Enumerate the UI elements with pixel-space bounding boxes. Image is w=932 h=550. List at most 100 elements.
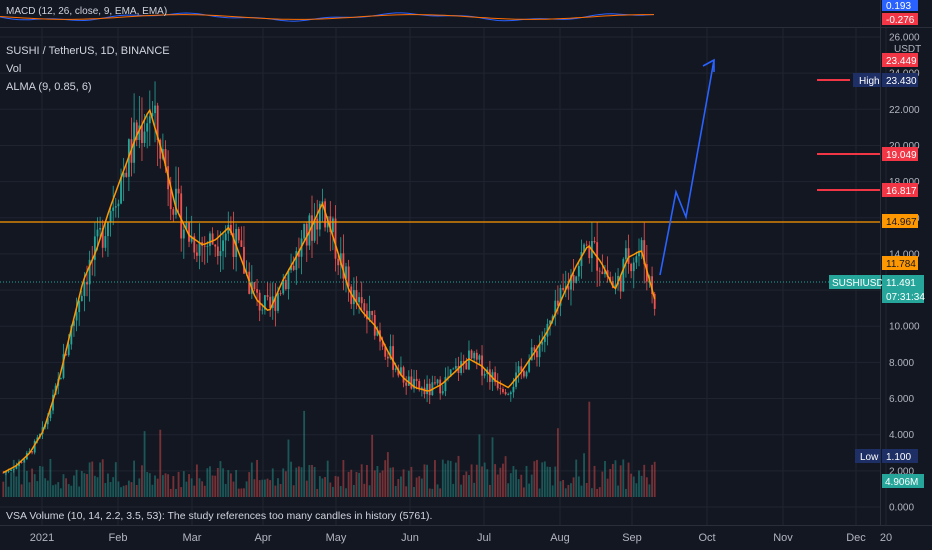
- candle-body: [468, 350, 470, 370]
- volume-bar: [517, 479, 520, 497]
- volume-bar: [564, 488, 567, 497]
- candle-body: [413, 378, 415, 389]
- time-tick-label: Apr: [254, 532, 271, 544]
- volume-bar: [133, 460, 136, 497]
- candle-body: [159, 139, 162, 159]
- candle-body: [441, 391, 444, 394]
- volume-bar: [509, 473, 512, 497]
- volume-bar: [20, 484, 23, 497]
- volume-bar: [494, 464, 497, 497]
- candle-body: [62, 354, 65, 378]
- volume-bar: [232, 481, 235, 497]
- candle-body: [473, 352, 476, 359]
- volume-bar: [452, 483, 455, 497]
- volume-bar: [525, 465, 528, 497]
- volume-bar: [114, 462, 117, 497]
- volume-bar: [261, 479, 264, 497]
- projection-arrow[interactable]: [659, 59, 715, 276]
- candle-body: [577, 266, 580, 277]
- candle-body: [520, 366, 523, 371]
- projection-arrowhead: [702, 58, 715, 72]
- volume-bar: [180, 487, 183, 497]
- candle-body: [601, 271, 604, 275]
- candle-body: [138, 125, 141, 141]
- svg-text:07:31:34: 07:31:34: [886, 292, 925, 303]
- candle-body: [190, 236, 193, 242]
- volume-bar: [423, 464, 426, 497]
- candle-body: [243, 246, 245, 274]
- volume-bar: [428, 488, 431, 497]
- volume-bar: [75, 469, 78, 497]
- candle-body: [339, 253, 342, 266]
- volume-bar: [308, 465, 311, 497]
- time-tick-label: Aug: [550, 532, 570, 544]
- candle-body: [337, 258, 340, 266]
- volume-bar: [237, 488, 240, 497]
- svg-text:11.491: 11.491: [886, 278, 916, 289]
- volume-bar: [405, 486, 408, 497]
- volume-bar: [483, 462, 486, 497]
- candle-body: [515, 372, 517, 387]
- candle-body: [334, 218, 337, 259]
- symbol-title[interactable]: SUSHI / TetherUS, 1D, BINANCE: [6, 45, 170, 57]
- candle-body: [447, 376, 449, 378]
- time-axis[interactable]: 2021 Feb Mar Apr May Jun Jul Aug Sep Oct Nov Dec 20: [30, 532, 892, 544]
- candle-body: [384, 346, 387, 357]
- volume-bar: [381, 470, 384, 497]
- volume-bar: [88, 462, 91, 497]
- candle-body: [185, 222, 188, 230]
- volume-bar: [167, 474, 170, 497]
- candle-body: [449, 369, 452, 377]
- candle-body: [10, 469, 13, 471]
- candle-body: [193, 236, 196, 253]
- candle-body: [350, 286, 353, 305]
- volume-bar: [567, 484, 570, 497]
- candle-body: [418, 381, 421, 390]
- volume-bar: [57, 482, 60, 497]
- time-tick-label: Oct: [698, 532, 715, 544]
- volume-bar: [316, 488, 319, 497]
- volume-bar: [368, 485, 371, 497]
- volume-bar: [572, 477, 575, 497]
- volume-bar: [606, 478, 609, 497]
- candle-body: [277, 293, 279, 311]
- volume-bar: [258, 480, 261, 497]
- candle-body: [59, 377, 62, 379]
- candle-body: [172, 209, 175, 215]
- volume-bar: [491, 437, 494, 497]
- candle-body: [154, 105, 156, 114]
- candle-body: [96, 229, 99, 237]
- candle-body: [292, 265, 295, 270]
- candle-body: [533, 347, 536, 351]
- volume-bar: [216, 467, 219, 497]
- volume-bar: [209, 466, 211, 497]
- alma-legend[interactable]: ALMA (9, 0.85, 6): [6, 81, 92, 93]
- candle-body: [593, 241, 596, 243]
- candle-body: [604, 270, 606, 275]
- macd-legend[interactable]: MACD (12, 26, close, 9, EMA, EMA): [6, 6, 168, 17]
- volume-bar: [250, 462, 253, 497]
- volume-bar: [604, 461, 606, 497]
- volume-bar: [101, 459, 104, 497]
- candle-body: [141, 125, 143, 144]
- macd-value-tag-1: 0.193: [882, 0, 918, 12]
- volume-bar: [575, 459, 578, 497]
- volume-bar: [449, 460, 452, 497]
- price-axis[interactable]: 26.00024.00022.00020.00018.00016.00014.0…: [889, 33, 920, 514]
- candle-body: [549, 320, 551, 324]
- candle-body: [12, 468, 15, 470]
- volume-bar: [465, 471, 468, 497]
- candle-body: [366, 310, 368, 320]
- vsa-legend[interactable]: VSA Volume (10, 14, 2.2, 3.5, 53): The s…: [6, 510, 433, 522]
- vol-legend[interactable]: Vol: [6, 63, 22, 75]
- candle-body: [316, 218, 319, 230]
- candle-body: [415, 378, 418, 382]
- candle-body: [70, 325, 73, 345]
- candle-body: [203, 245, 206, 247]
- volume-bar: [256, 459, 258, 497]
- candle-body: [20, 462, 23, 463]
- volume-bar: [177, 471, 180, 497]
- candle-body: [311, 215, 313, 241]
- volume-bar: [407, 470, 410, 497]
